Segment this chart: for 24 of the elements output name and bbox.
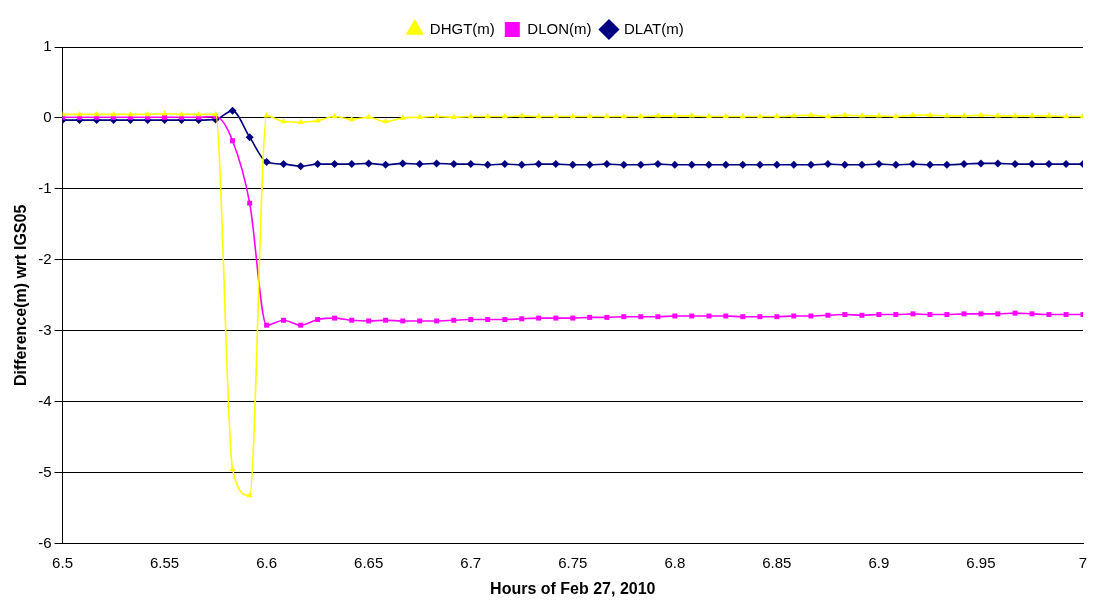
y-tick-label: -5 bbox=[38, 462, 52, 480]
y-tick-label: -2 bbox=[38, 250, 52, 268]
y-tick-label: -3 bbox=[38, 321, 52, 339]
x-axis-title: Hours of Feb 27, 2010 bbox=[490, 579, 656, 597]
y-tick-label: 0 bbox=[43, 108, 52, 126]
y-tick-label: 1 bbox=[43, 37, 52, 55]
x-tick-label: 6.6 bbox=[256, 553, 278, 571]
y-axis-title: Difference(m) wrt IGS05 bbox=[12, 204, 30, 387]
legend-label: DLAT(m) bbox=[623, 19, 684, 37]
x-tick-label: 6.55 bbox=[149, 553, 180, 571]
x-tick-label: 7 bbox=[1078, 553, 1088, 571]
legend-label: DLON(m) bbox=[527, 19, 592, 37]
x-tick-label: 6.7 bbox=[460, 553, 482, 571]
y-tick-label: -6 bbox=[38, 533, 52, 551]
x-tick-label: 6.65 bbox=[354, 553, 384, 571]
y-tick-label: -4 bbox=[38, 392, 52, 409]
x-tick-label: 6.95 bbox=[966, 553, 996, 571]
x-tick-label: 6.75 bbox=[558, 553, 588, 571]
x-tick-label: 6.8 bbox=[664, 553, 686, 571]
x-tick-label: 6.85 bbox=[762, 553, 792, 571]
y-tick-label: -1 bbox=[38, 179, 52, 197]
x-tick-label: 6.5 bbox=[52, 553, 73, 571]
legend-label: DHGT(m) bbox=[429, 19, 495, 37]
x-tick-label: 6.9 bbox=[868, 553, 890, 571]
